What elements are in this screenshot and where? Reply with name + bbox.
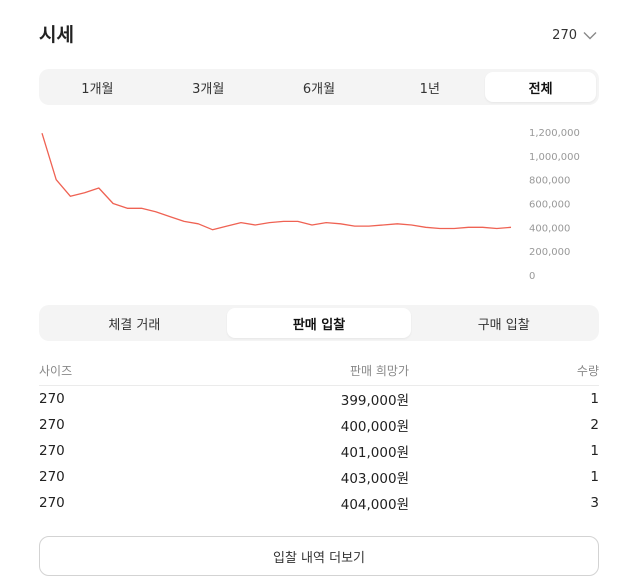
cell-qty: 1: [590, 443, 599, 459]
y-tick-label: 600,000: [529, 200, 570, 211]
period-tabs: 1개월 3개월 6개월 1년 전체: [39, 69, 599, 105]
size-value: 270: [552, 28, 577, 43]
table-header: 사이즈 판매 희망가 수량: [39, 356, 599, 386]
cell-qty: 3: [590, 495, 599, 511]
trade-tabs: 체결 거래 판매 입찰 구매 입찰: [39, 305, 599, 341]
header-size: 사이즈: [39, 364, 73, 378]
price-chart: 1,200,000 1,000,000 800,000 600,000 400,000 2…: [39, 118, 599, 290]
tab-completed-trades[interactable]: 체결 거래: [108, 317, 161, 333]
price-chart-svg: 1,200,000 1,000,000 800,000 600,000 400,000 2…: [41, 128, 580, 282]
cell-price: 400,000원: [340, 419, 409, 435]
y-tick-label: 800,000: [529, 176, 570, 187]
cell-qty: 1: [590, 391, 599, 407]
cell-size: 270: [39, 443, 65, 459]
cell-size: 270: [39, 495, 65, 511]
table-row: 270 399,000원 1: [39, 386, 599, 412]
cell-qty: 1: [590, 469, 599, 485]
table-row: 270 401,000원 1: [39, 438, 599, 464]
tab-1-month[interactable]: 1개월: [81, 81, 114, 97]
cell-price: 399,000원: [340, 393, 409, 409]
table-row: 270 400,000원 2: [39, 412, 599, 438]
table-row: 270 403,000원 1: [39, 464, 599, 490]
header-qty: 수량: [576, 364, 599, 378]
chevron-down-icon: [583, 31, 597, 40]
tab-all[interactable]: 전체: [485, 72, 596, 102]
y-tick-label: 0: [529, 271, 535, 282]
y-tick-label: 1,000,000: [529, 152, 580, 163]
bids-table: 사이즈 판매 희망가 수량 270 399,000원 1 270 400,000…: [39, 356, 599, 516]
size-dropdown[interactable]: 270: [552, 28, 597, 43]
header-price: 판매 희망가: [349, 364, 409, 378]
tab-6-months[interactable]: 6개월: [302, 81, 336, 97]
cell-price: 404,000원: [340, 497, 409, 513]
more-bids-button[interactable]: 입찰 내역 더보기: [39, 536, 599, 576]
y-tick-label: 400,000: [529, 223, 570, 234]
cell-size: 270: [39, 417, 65, 433]
tab-buy-bids[interactable]: 구매 입찰: [477, 317, 530, 333]
y-tick-label: 200,000: [529, 247, 570, 258]
price-line: [41, 133, 512, 231]
tab-1-year[interactable]: 1년: [419, 81, 440, 97]
page-title: 시세: [39, 24, 74, 46]
tab-sell-bids[interactable]: 판매 입찰: [226, 308, 412, 338]
tab-3-months[interactable]: 3개월: [192, 81, 225, 97]
cell-qty: 2: [590, 417, 599, 433]
y-tick-label: 1,200,000: [529, 128, 580, 139]
table-row: 270 404,000원 3: [39, 490, 599, 516]
cell-size: 270: [39, 391, 65, 407]
cell-size: 270: [39, 469, 65, 485]
cell-price: 403,000원: [340, 471, 409, 487]
cell-price: 401,000원: [340, 445, 409, 461]
